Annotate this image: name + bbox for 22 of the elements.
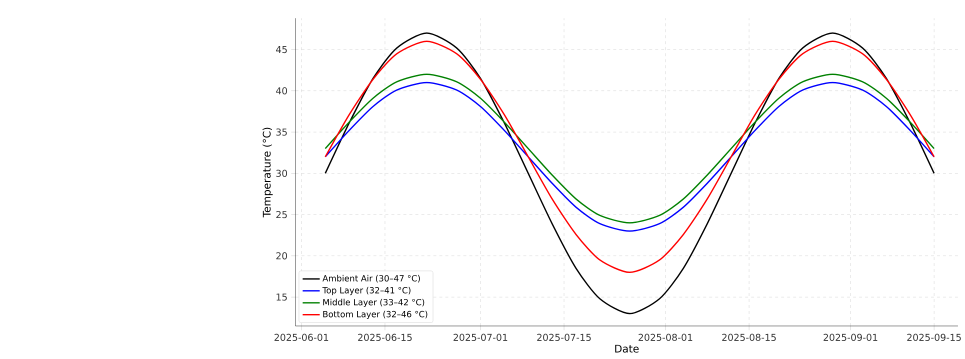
x-tick-label: 2025-08-01 xyxy=(638,334,692,341)
x-tick-label: 2025-07-01 xyxy=(454,334,508,341)
y-tick-label: 30 xyxy=(276,170,288,177)
x-tick-label: 2025-09-15 xyxy=(907,334,961,341)
y-tick-label: 25 xyxy=(276,210,287,218)
x-tick-label: 2025-06-15 xyxy=(358,334,412,341)
y-tick-label: 20 xyxy=(276,252,288,260)
x-axis-title: Date xyxy=(615,344,639,353)
legend-label: Top Layer (32–41 °C) xyxy=(322,286,410,296)
y-tick-label: 45 xyxy=(276,46,287,54)
y-tick-label: 35 xyxy=(276,128,287,136)
y-axis-title: Temperature (°C) xyxy=(262,128,273,218)
legend-label: Middle Layer (33–42 °C) xyxy=(323,298,424,308)
line-series xyxy=(324,40,935,274)
legend-label: Ambient Air (30–47 °C) xyxy=(322,274,420,282)
y-tick-label: 15 xyxy=(276,294,287,301)
x-tick-label: 2025-09-01 xyxy=(824,334,878,341)
x-tick-label: 2025-08-15 xyxy=(722,334,776,341)
x-tick-label: 2025-06-01 xyxy=(274,334,328,341)
legend-label: Bottom Layer (32–46 °C) xyxy=(323,310,428,319)
y-tick-label: 40 xyxy=(276,87,288,94)
x-tick-label: 2025-07-15 xyxy=(537,334,591,341)
